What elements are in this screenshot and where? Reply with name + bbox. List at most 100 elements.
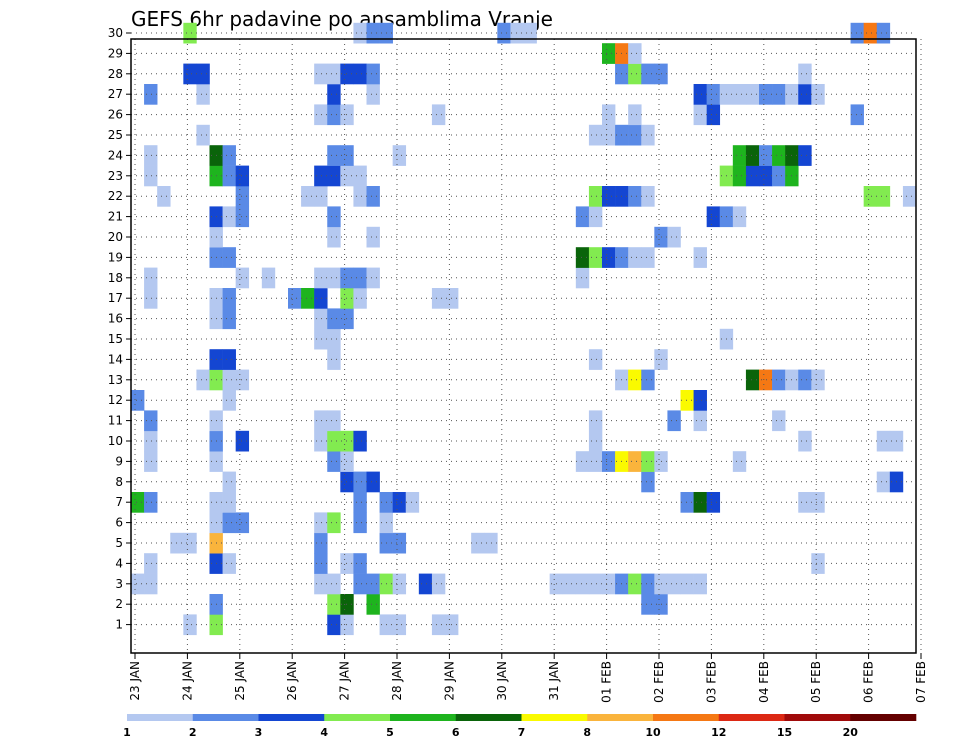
precip-cell bbox=[144, 267, 158, 289]
precip-cell bbox=[811, 492, 825, 513]
precip-cell bbox=[353, 492, 367, 513]
colorbar-label: 8 bbox=[583, 726, 591, 739]
dotted-grid bbox=[131, 32, 922, 653]
y-tick-label: 11 bbox=[108, 414, 123, 428]
colorbar-swatch bbox=[258, 714, 325, 721]
y-tick-label: 9 bbox=[115, 454, 123, 468]
precip-cell bbox=[798, 145, 812, 166]
precip-cell bbox=[811, 369, 825, 391]
y-tick-label: 17 bbox=[108, 291, 123, 305]
colorbar-label: 2 bbox=[189, 726, 197, 739]
precip-cell bbox=[693, 573, 707, 595]
precip-cell bbox=[811, 553, 825, 574]
colorbar-swatch bbox=[653, 714, 720, 721]
colorbar-label: 15 bbox=[777, 726, 792, 739]
precip-cell bbox=[602, 43, 616, 64]
precip-cell bbox=[706, 84, 721, 105]
colorbar: 1 2 3 4 5 6 7 8 10 12 15 20 bbox=[123, 714, 917, 739]
y-tick-label: 3 bbox=[115, 577, 123, 591]
precip-cell bbox=[876, 430, 891, 452]
precip-cell bbox=[235, 165, 250, 187]
precip-cell bbox=[772, 165, 786, 187]
precip-cell bbox=[392, 492, 407, 513]
precip-cell bbox=[575, 267, 590, 289]
colorbar-swatch bbox=[587, 714, 654, 721]
precip-cell bbox=[183, 63, 197, 85]
colorbar-swatch bbox=[521, 714, 588, 721]
precip-cell bbox=[745, 369, 760, 391]
precip-cell bbox=[732, 206, 747, 228]
precip-cell bbox=[732, 84, 747, 105]
precip-cell bbox=[902, 186, 917, 207]
precip-cell bbox=[183, 532, 197, 554]
precip-cell bbox=[340, 104, 354, 126]
precip-cell bbox=[340, 614, 354, 636]
colorbar-label: 3 bbox=[255, 726, 263, 739]
precip-cell bbox=[497, 22, 511, 44]
precip-cell bbox=[327, 165, 341, 187]
colorbar-swatch bbox=[324, 714, 391, 721]
precip-cell bbox=[431, 614, 446, 636]
chart-title: GEFS 6hr padavine po ansamblima Vranje bbox=[131, 7, 553, 31]
precip-cell bbox=[602, 104, 616, 126]
precip-cell bbox=[602, 573, 616, 595]
colorbar-swatch bbox=[718, 714, 785, 721]
precip-cell bbox=[523, 22, 537, 44]
precip-cell bbox=[628, 369, 642, 391]
precip-cell bbox=[641, 451, 655, 472]
precip-cell bbox=[602, 247, 616, 268]
precip-cell bbox=[602, 451, 616, 472]
precip-cell bbox=[144, 145, 158, 166]
y-tick-label: 6 bbox=[115, 516, 123, 530]
precip-cell bbox=[222, 288, 236, 309]
precip-cell bbox=[340, 145, 354, 166]
y-tick-label: 5 bbox=[115, 536, 123, 550]
precip-cell bbox=[301, 186, 315, 207]
precip-cell bbox=[353, 186, 367, 207]
precip-cell bbox=[222, 247, 236, 268]
precip-cell bbox=[196, 63, 210, 85]
precip-cell bbox=[327, 63, 341, 85]
precip-cell bbox=[575, 573, 590, 595]
precip-cell bbox=[366, 267, 380, 289]
precip-cell bbox=[667, 226, 681, 248]
colorbar-swatch bbox=[850, 714, 917, 721]
precip-cell bbox=[327, 451, 341, 472]
precip-cell bbox=[353, 22, 367, 44]
precip-cell bbox=[235, 186, 250, 207]
y-tick-label: 4 bbox=[115, 556, 123, 570]
x-tick-label: 27 JAN bbox=[338, 661, 352, 701]
precip-cell bbox=[680, 492, 694, 513]
precip-cell bbox=[183, 614, 197, 636]
precip-cell bbox=[353, 267, 367, 289]
plot-frame bbox=[130, 38, 917, 654]
precip-cell bbox=[144, 553, 158, 574]
precip-cell bbox=[366, 226, 380, 248]
precip-cell bbox=[288, 288, 302, 309]
precip-cell bbox=[144, 410, 158, 432]
colorbar-swatch bbox=[784, 714, 851, 721]
y-tick-label: 16 bbox=[108, 312, 123, 326]
precip-cell bbox=[222, 390, 236, 411]
precip-cell bbox=[314, 308, 328, 330]
precip-cell bbox=[876, 186, 891, 207]
precip-cell bbox=[131, 573, 145, 595]
precip-cell bbox=[235, 369, 250, 391]
precip-cell bbox=[222, 308, 236, 330]
y-tick-label: 1 bbox=[115, 618, 123, 632]
precip-cell bbox=[314, 553, 328, 574]
precip-cell bbox=[314, 512, 328, 534]
x-tick-label: 03 FEB bbox=[704, 661, 718, 703]
precip-cell bbox=[340, 553, 354, 574]
colorbar-swatch bbox=[390, 714, 457, 721]
precip-cell bbox=[732, 165, 747, 187]
precip-cell bbox=[811, 84, 825, 105]
precip-cell bbox=[588, 206, 603, 228]
precip-cell bbox=[340, 594, 354, 615]
precip-cell bbox=[353, 512, 367, 534]
y-tick-label: 8 bbox=[115, 475, 123, 489]
precip-cell bbox=[353, 165, 367, 187]
precip-cell bbox=[327, 512, 341, 534]
y-tick-label: 7 bbox=[115, 495, 123, 509]
y-tick-label: 21 bbox=[108, 210, 123, 224]
